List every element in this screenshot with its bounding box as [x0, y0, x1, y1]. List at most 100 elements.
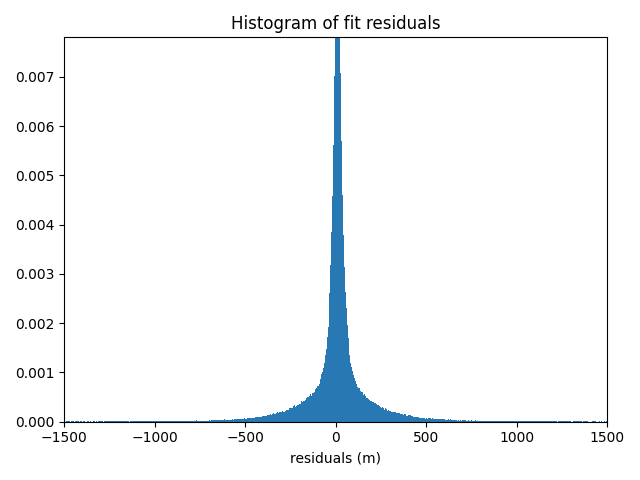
- Bar: [285, 411, 286, 422]
- Bar: [413, 417, 415, 422]
- Bar: [363, 395, 364, 422]
- Bar: [355, 381, 356, 422]
- Bar: [259, 417, 260, 422]
- Bar: [175, 421, 177, 422]
- Bar: [495, 421, 496, 422]
- Bar: [109, 421, 110, 422]
- Bar: [163, 421, 164, 422]
- Bar: [484, 421, 485, 422]
- Bar: [443, 419, 444, 422]
- Bar: [216, 420, 217, 422]
- Bar: [349, 355, 350, 422]
- Bar: [304, 401, 305, 422]
- Bar: [238, 419, 239, 422]
- Bar: [353, 375, 354, 422]
- Bar: [135, 421, 136, 422]
- Bar: [219, 420, 220, 422]
- Bar: [247, 418, 248, 422]
- Bar: [252, 418, 253, 422]
- Bar: [421, 418, 422, 422]
- Bar: [287, 410, 288, 422]
- Bar: [173, 421, 174, 422]
- Bar: [378, 405, 380, 422]
- Bar: [500, 421, 502, 422]
- Bar: [456, 420, 457, 422]
- Bar: [498, 421, 499, 422]
- Bar: [223, 420, 225, 422]
- Bar: [480, 420, 481, 422]
- Bar: [190, 421, 191, 422]
- Bar: [465, 420, 466, 422]
- Bar: [369, 400, 370, 422]
- Bar: [196, 420, 197, 422]
- Bar: [308, 396, 310, 422]
- Bar: [218, 420, 219, 422]
- Bar: [450, 419, 451, 422]
- Bar: [437, 419, 438, 422]
- Bar: [244, 419, 245, 422]
- Bar: [279, 412, 280, 422]
- Bar: [532, 421, 533, 422]
- Bar: [288, 410, 289, 422]
- Bar: [335, 0, 336, 422]
- Bar: [217, 420, 218, 422]
- Bar: [485, 421, 486, 422]
- Bar: [209, 420, 210, 422]
- Bar: [113, 421, 114, 422]
- Bar: [199, 421, 200, 422]
- Bar: [542, 421, 543, 422]
- Bar: [256, 417, 257, 422]
- Bar: [444, 419, 445, 422]
- Bar: [429, 418, 430, 422]
- Bar: [387, 411, 388, 422]
- Bar: [514, 421, 515, 422]
- Bar: [375, 403, 376, 422]
- Bar: [460, 420, 461, 422]
- Bar: [207, 421, 208, 422]
- Bar: [231, 420, 232, 422]
- Bar: [276, 413, 277, 422]
- Bar: [497, 421, 498, 422]
- Bar: [254, 418, 255, 422]
- Bar: [250, 418, 251, 422]
- Bar: [192, 421, 193, 422]
- Bar: [286, 410, 287, 422]
- Bar: [458, 420, 459, 422]
- Bar: [383, 408, 384, 422]
- Bar: [517, 421, 518, 422]
- Bar: [516, 421, 517, 422]
- Bar: [376, 404, 378, 422]
- Bar: [471, 420, 472, 422]
- Bar: [371, 401, 372, 422]
- Bar: [269, 414, 271, 422]
- Bar: [504, 421, 505, 422]
- Bar: [431, 419, 432, 422]
- Bar: [469, 420, 470, 422]
- Bar: [412, 417, 413, 422]
- Bar: [455, 420, 456, 422]
- Bar: [342, 195, 343, 422]
- Bar: [295, 407, 296, 422]
- Bar: [489, 421, 490, 422]
- X-axis label: residuals (m): residuals (m): [291, 451, 381, 465]
- Bar: [239, 419, 240, 422]
- Bar: [493, 421, 494, 422]
- Bar: [290, 408, 291, 422]
- Bar: [340, 73, 341, 422]
- Bar: [220, 420, 221, 422]
- Bar: [258, 417, 259, 422]
- Bar: [174, 421, 175, 422]
- Bar: [182, 421, 183, 422]
- Bar: [328, 308, 330, 422]
- Bar: [422, 418, 423, 422]
- Bar: [438, 419, 439, 422]
- Bar: [326, 349, 327, 422]
- Bar: [439, 419, 440, 422]
- Bar: [257, 417, 258, 422]
- Bar: [194, 421, 195, 422]
- Bar: [266, 416, 267, 422]
- Bar: [508, 421, 509, 422]
- Bar: [162, 421, 163, 422]
- Bar: [180, 421, 181, 422]
- Bar: [314, 392, 315, 422]
